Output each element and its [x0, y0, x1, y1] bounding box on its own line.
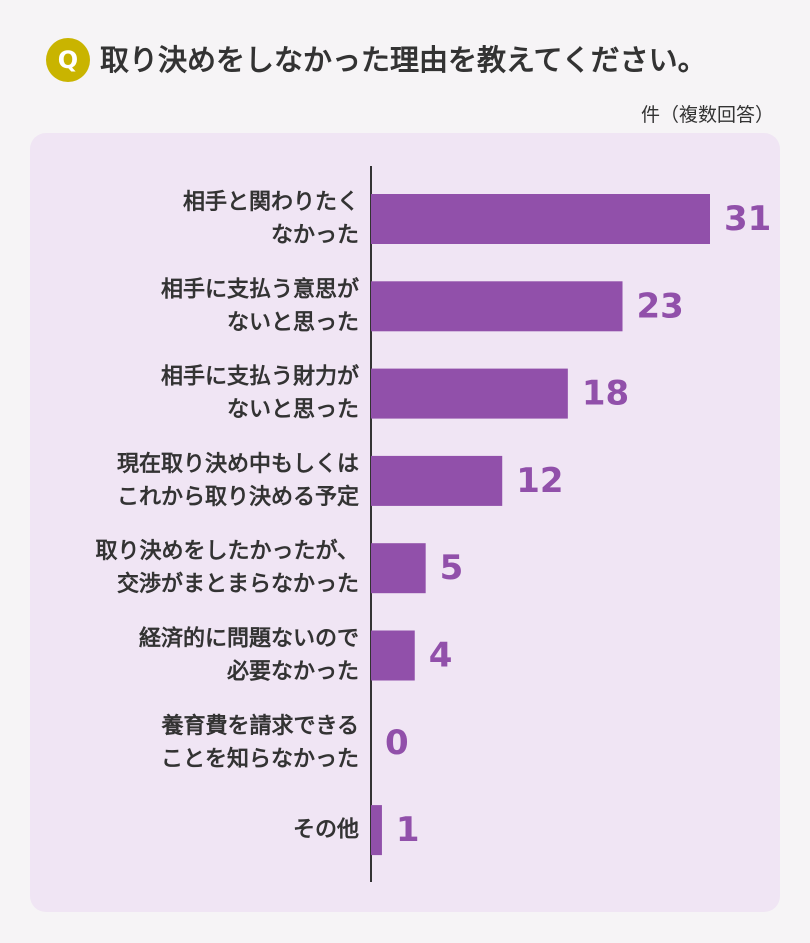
question-title: 取り決めをしなかった理由を教えてください。 [100, 43, 707, 77]
bar-8 [371, 805, 382, 856]
category-label-6-line-2: 必要なかった [227, 659, 359, 685]
question-badge: Q [46, 38, 90, 82]
value-label-2: 23 [637, 286, 684, 326]
value-label-8: 1 [396, 810, 420, 850]
category-label-5-line-1: 取り決めをしたかったが、 [95, 538, 359, 564]
value-label-4: 12 [516, 461, 563, 501]
category-label-8-line-1: その他 [293, 818, 359, 843]
bar-1 [371, 194, 710, 244]
bar-6 [371, 630, 415, 681]
category-label-1-line-2: なかった [271, 223, 359, 248]
category-label-4-line-2: これから取り決める予定 [117, 484, 359, 510]
bar-2 [371, 281, 623, 332]
bars-layer [371, 194, 710, 856]
category-label-4-line-1: 現在取り決め中もしくは [117, 451, 359, 477]
category-label-1-line-1: 相手と関わりたく [183, 190, 359, 215]
category-label-7-line-2: ことを知らなかった [161, 746, 359, 772]
category-label-5-line-2: 交渉がまとまらなかった [117, 571, 359, 597]
category-label-6-line-1: 経済的に問題ないので [139, 626, 359, 652]
unit-note: 件（複数回答） [640, 104, 774, 126]
value-label-7: 0 [385, 723, 409, 763]
category-label-7-line-1: 養育費を請求できる [161, 713, 359, 739]
value-label-6: 4 [429, 636, 453, 676]
chart-panel [30, 133, 780, 912]
value-label-5: 5 [440, 548, 464, 588]
category-label-3-line-2: ないと思った [227, 398, 359, 423]
bar-5 [371, 543, 426, 594]
category-label-3-line-1: 相手に支払う財力が [161, 364, 359, 390]
category-label-2-line-2: ないと思った [227, 310, 359, 335]
bar-3 [371, 368, 568, 419]
bar-4 [371, 455, 503, 506]
value-label-3: 18 [582, 374, 629, 414]
category-label-2-line-1: 相手に支払う意思が [161, 276, 359, 302]
value-label-1: 31 [724, 199, 771, 239]
